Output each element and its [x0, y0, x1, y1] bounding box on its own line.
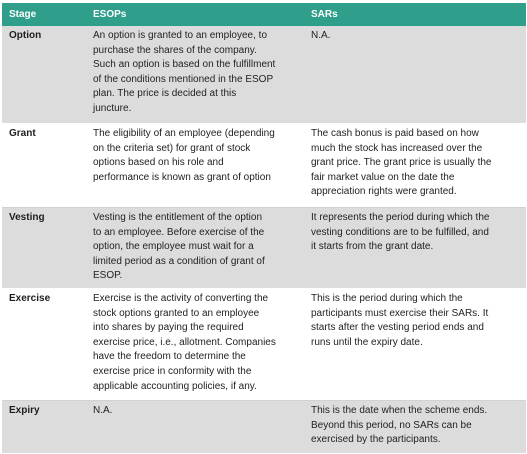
stage-cell: Exercise	[2, 288, 87, 401]
table-row-grant: Grant The eligibility of an employee (de…	[2, 123, 526, 208]
sars-cell: This is the date when the scheme ends. B…	[305, 400, 526, 454]
esops-vs-sars-table: Stage ESOPs SARs Option An option is gra…	[2, 3, 526, 454]
sars-cell: The cash bonus is paid based on how much…	[305, 123, 526, 208]
esops-cell: An option is granted to an employee, to …	[87, 26, 305, 124]
esops-cell: Vesting is the entitlement of the option…	[87, 207, 305, 289]
stage-cell: Expiry	[2, 400, 87, 454]
table-row-exercise: Exercise Exercise is the activity of con…	[2, 288, 526, 401]
sars-cell: This is the period during which the part…	[305, 288, 526, 401]
esops-cell: Exercise is the activity of converting t…	[87, 288, 305, 401]
header-sars: SARs	[305, 3, 526, 26]
header-esops: ESOPs	[87, 3, 305, 26]
table-body: Option An option is granted to an employ…	[2, 26, 526, 454]
stage-cell: Grant	[2, 123, 87, 208]
table-row-vesting: Vesting Vesting is the entitlement of th…	[2, 207, 526, 289]
stage-cell: Vesting	[2, 207, 87, 289]
esops-cell: N.A.	[87, 400, 305, 454]
stage-cell: Option	[2, 26, 87, 124]
table-row-expiry: Expiry N.A. This is the date when the sc…	[2, 400, 526, 454]
sars-cell: It represents the period during which th…	[305, 207, 526, 289]
table-row-option: Option An option is granted to an employ…	[2, 26, 526, 124]
table-header: Stage ESOPs SARs	[2, 3, 526, 26]
header-row: Stage ESOPs SARs	[2, 3, 526, 26]
header-stage: Stage	[2, 3, 87, 26]
esops-cell: The eligibility of an employee (dependin…	[87, 123, 305, 208]
sars-cell: N.A.	[305, 26, 526, 124]
